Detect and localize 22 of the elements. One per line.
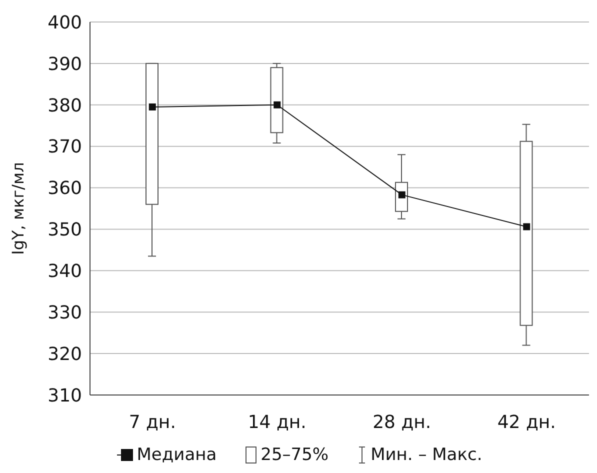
text: Мин. – Макс. [370, 445, 482, 465]
y-tick-label: 370 [48, 136, 82, 158]
y-tick-label: 360 [48, 178, 82, 200]
legend-label: Медиана [136, 445, 217, 465]
point [523, 223, 530, 230]
y-tick-label: 350 [48, 220, 82, 241]
y-tick-label: 330 [48, 302, 82, 324]
y-tick-label: 390 [48, 54, 82, 75]
x-tick-label: 42 дн. [497, 412, 556, 433]
y-tick-label: 400 [48, 12, 82, 34]
x-tick-label: 7 дн. [128, 412, 176, 433]
x-tick-label: 28 дн. [372, 412, 432, 433]
y-tick-label: 320 [48, 344, 82, 365]
y-tick-label: 310 [48, 385, 82, 406]
point [148, 103, 156, 110]
point [274, 101, 281, 108]
y-tick-label: 340 [48, 261, 82, 282]
x-tick-label: 14 дн. [248, 412, 306, 433]
point [398, 191, 406, 198]
legend-label: 25–75% [260, 445, 329, 465]
y-tick-label: 380 [48, 95, 82, 116]
y-axis-title: IgY, мкг/мл [8, 162, 28, 255]
